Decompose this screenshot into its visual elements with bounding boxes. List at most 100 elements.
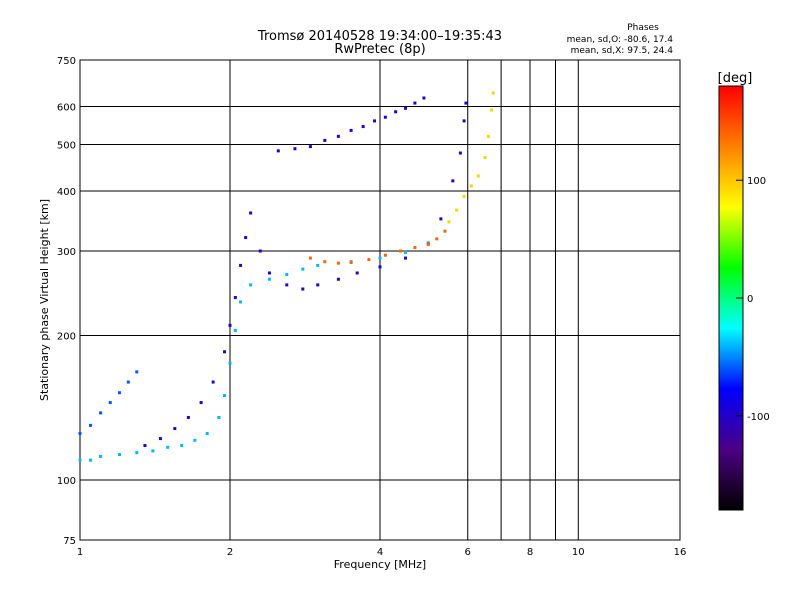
data-point: [211, 380, 215, 384]
data-point: [258, 249, 262, 253]
y-axis-label: Stationary phase Virtual Height [km]: [38, 199, 51, 401]
y-tick-label: 200: [57, 332, 76, 343]
y-tick-label: 400: [57, 187, 76, 198]
data-point: [451, 179, 455, 183]
data-point: [249, 211, 253, 215]
series-1: [143, 101, 468, 448]
y-tick-label: 100: [57, 476, 76, 487]
data-point: [316, 263, 320, 267]
data-point: [135, 451, 139, 455]
data-point: [378, 256, 382, 260]
data-point: [180, 444, 184, 448]
data-point: [336, 261, 340, 265]
y-tick-label: 300: [57, 247, 76, 258]
data-point: [336, 134, 340, 138]
data-point: [491, 91, 495, 95]
data-point: [443, 229, 447, 233]
x-tick-label: 4: [377, 547, 383, 558]
phase-legend-title: Phases: [627, 23, 659, 33]
x-axis-label: Frequency [MHz]: [334, 558, 426, 571]
data-point: [435, 237, 439, 241]
data-point: [361, 125, 365, 129]
data-point: [193, 438, 197, 442]
data-point: [399, 249, 403, 253]
x-tick-label: 2: [227, 547, 233, 558]
data-point: [233, 296, 237, 300]
y-tick-label: 75: [63, 536, 76, 547]
chart-title: Tromsø 20140528 19:34:00–19:35:43: [257, 29, 502, 44]
data-point: [383, 253, 387, 257]
data-point: [439, 217, 443, 221]
data-point: [316, 283, 320, 287]
data-point: [469, 184, 473, 188]
data-point: [143, 444, 147, 448]
x-tick-labels: 1 2 4 6 8 10 16: [77, 547, 687, 558]
data-point: [476, 174, 480, 178]
data-point: [355, 271, 359, 275]
data-point: [99, 411, 103, 415]
data-point: [483, 155, 487, 159]
data-point: [223, 394, 227, 398]
data-point: [413, 101, 417, 105]
data-point: [413, 246, 417, 250]
data-point: [267, 271, 271, 275]
data-point: [267, 277, 271, 281]
x-tick-label: 1: [77, 547, 83, 558]
data-point: [166, 445, 170, 449]
plot-area: 1 2 4 6 8 10 16 75 100 200 300 400 500 600 750: [57, 56, 686, 558]
data-point: [301, 267, 305, 271]
data-point: [403, 106, 407, 110]
data-point: [349, 128, 353, 132]
data-point: [447, 220, 451, 224]
series-3: [308, 229, 447, 265]
data-point: [308, 145, 312, 149]
data-point: [378, 265, 382, 269]
series-0: [78, 241, 430, 462]
data-point: [89, 458, 93, 462]
data-point: [367, 258, 371, 262]
y-tick-label: 600: [57, 103, 76, 114]
data-point: [78, 432, 82, 436]
data-point: [205, 432, 209, 436]
colorbar-ticks: 100 0 -100: [736, 176, 770, 423]
data-point: [249, 283, 253, 287]
data-point: [349, 260, 353, 264]
data-point: [117, 453, 121, 457]
data-point: [464, 101, 468, 105]
data-point: [426, 242, 430, 246]
x-tick-label: 10: [572, 547, 585, 558]
data-point: [158, 437, 162, 441]
data-point: [373, 119, 377, 123]
data-point: [422, 96, 426, 100]
data-point: [99, 454, 103, 458]
data-point: [239, 263, 243, 267]
data-point: [462, 119, 466, 123]
colorbar: [deg] 100 0 -100: [718, 71, 770, 511]
y-tick-labels: 75 100 200 300 400 500 600 750: [57, 56, 76, 547]
series-4: [447, 91, 495, 224]
data-point: [323, 138, 327, 142]
data-point: [394, 110, 398, 114]
data-point: [403, 256, 407, 260]
data-point: [217, 415, 221, 419]
grid-lines: [80, 60, 680, 540]
x-tick-label: 8: [527, 547, 533, 558]
data-point: [89, 423, 93, 427]
series-2: [276, 96, 426, 153]
data-point: [244, 236, 248, 240]
chart-subtitle: RwPretec (8p): [334, 42, 425, 57]
x-tick-label: 16: [674, 547, 687, 558]
data-point: [285, 283, 289, 287]
colorbar-tick-label: 0: [747, 294, 753, 305]
x-tick-label: 6: [465, 547, 471, 558]
data-point: [199, 401, 203, 405]
data-point: [126, 380, 130, 384]
data-point: [239, 300, 243, 304]
data-point: [383, 115, 387, 119]
data-point: [490, 108, 494, 112]
phase-legend-line-o: mean, sd,O: -80.6, 17.4: [567, 35, 674, 45]
colorbar-tick-label: -100: [747, 412, 770, 423]
data-point: [336, 277, 340, 281]
data-point: [228, 323, 232, 327]
